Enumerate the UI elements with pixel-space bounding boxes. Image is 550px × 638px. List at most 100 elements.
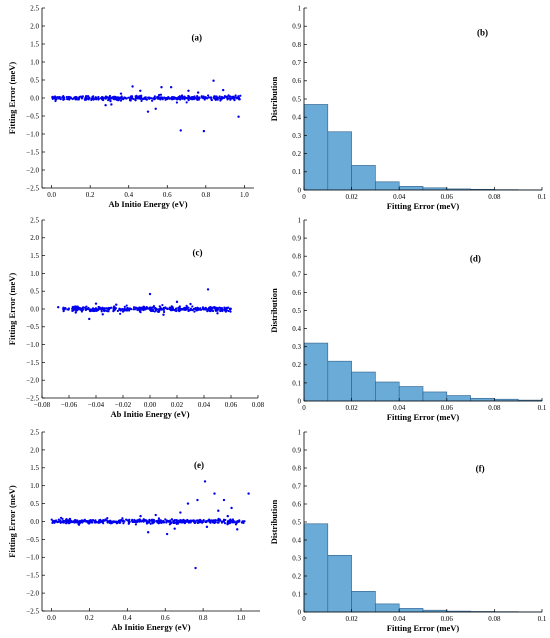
histogram-bar xyxy=(351,371,376,402)
scatter-point xyxy=(208,309,211,312)
scatter-point xyxy=(157,519,160,522)
scatter-point xyxy=(157,310,160,313)
scatter-point xyxy=(189,307,193,310)
y-tick-label: 0.4 xyxy=(292,114,301,122)
scatter-point xyxy=(151,99,154,102)
scatter-point xyxy=(89,519,93,522)
scatter-point xyxy=(144,518,147,522)
scatter-point xyxy=(139,519,142,522)
y-tick-label: 0.4 xyxy=(292,325,301,333)
scatter-point xyxy=(132,308,135,311)
x-tick-label: 0.06 xyxy=(441,404,454,412)
scatter-point xyxy=(187,521,190,524)
scatter-point xyxy=(53,521,56,524)
scatter-point xyxy=(121,517,124,520)
y-tick-label: 0.3 xyxy=(292,554,301,562)
scatter-point xyxy=(134,95,137,98)
scatter-point xyxy=(202,96,205,99)
scatter-point xyxy=(85,96,88,100)
scatter-point xyxy=(225,96,228,99)
y-tick-label: 0.0 xyxy=(30,305,39,313)
scatter-point xyxy=(242,521,245,525)
x-tick-label: 0.0 xyxy=(47,191,56,199)
panel-d: 1 0.9 0.8 0.7 0.6 0.5 0.4 0.3 0.2 0.1 00 0.02 0.04 0.… xyxy=(269,216,547,422)
scatter-point xyxy=(148,292,152,296)
scatter-point xyxy=(123,305,126,308)
x-tick-label: 0.4 xyxy=(124,191,133,199)
histogram-bar xyxy=(327,554,352,613)
scatter-point xyxy=(169,306,172,309)
y-tick-label: 0.8 xyxy=(292,41,301,49)
scatter-point xyxy=(113,306,116,309)
scatter-point xyxy=(157,517,161,520)
scatter-point xyxy=(73,306,77,310)
scatter-point xyxy=(229,307,232,310)
scatter-point xyxy=(74,97,77,100)
x-tick-label: 0.02 xyxy=(345,404,358,412)
scatter-point xyxy=(216,312,219,315)
y-tick-label: 1.0 xyxy=(30,482,39,490)
scatter-point xyxy=(187,89,190,93)
scatter-point xyxy=(62,310,65,313)
scatter-point xyxy=(152,520,156,524)
x-tick-label: 0.04 xyxy=(198,401,211,409)
scatter-point xyxy=(65,95,68,99)
scatter-point xyxy=(221,520,224,523)
scatter-point xyxy=(140,99,143,103)
scatter-point xyxy=(205,308,208,311)
scatter-point xyxy=(230,506,233,510)
y-tick-label: 0.2 xyxy=(292,361,301,369)
x-tick-label: 0.00 xyxy=(144,401,157,409)
scatter-point xyxy=(222,96,226,100)
scatter-point xyxy=(214,95,217,98)
scatter-point xyxy=(104,309,107,312)
scatter-point xyxy=(187,94,190,98)
scatter-point xyxy=(112,309,115,312)
scatter-point xyxy=(226,514,229,518)
x-tick-label: 0.08 xyxy=(488,615,501,623)
y-tick-label: 0.1 xyxy=(292,379,301,387)
scatter-point xyxy=(115,520,119,524)
x-tick-label: 0.06 xyxy=(441,615,454,623)
scatter-point xyxy=(113,98,116,101)
scatter-point xyxy=(100,307,103,310)
scatter-point xyxy=(223,306,226,309)
scatter-point xyxy=(186,502,190,505)
scatter-point xyxy=(239,94,242,97)
scatter-point xyxy=(206,310,209,313)
y-tick-label: 1.5 xyxy=(30,40,39,48)
histogram-bar xyxy=(351,165,376,191)
scatter-point xyxy=(210,98,213,102)
y-tick-label: 0.9 xyxy=(292,23,301,31)
scatter-point xyxy=(77,96,80,99)
scatter-point xyxy=(206,288,210,291)
scatter-point xyxy=(208,96,211,99)
scatter-point xyxy=(125,304,128,307)
scatter-point xyxy=(120,96,123,100)
y-tick-label: 1.5 xyxy=(30,252,39,260)
scatter-point xyxy=(129,99,132,102)
scatter-point xyxy=(131,85,134,88)
y-tick-label: 0.0 xyxy=(30,94,39,102)
y-tick-label: 0.6 xyxy=(292,500,301,508)
x-axis-title: Ab Initio Energy (eV) xyxy=(110,409,189,419)
scatter-point xyxy=(68,520,71,523)
scatter-point xyxy=(84,95,88,98)
scatter-point xyxy=(231,95,234,98)
scatter-point xyxy=(65,521,68,524)
scatter-point xyxy=(57,520,60,523)
scatter-point xyxy=(222,518,226,521)
scatter-point xyxy=(57,306,60,309)
scatter-point xyxy=(207,519,210,522)
x-tick-label: 0.1 xyxy=(538,615,547,623)
scatter-point xyxy=(165,532,169,536)
scatter-point xyxy=(228,522,231,525)
scatter-point xyxy=(238,519,241,522)
scatter-point xyxy=(74,311,77,314)
y-tick-label: 0.5 xyxy=(292,95,301,103)
scatter-point xyxy=(235,97,239,100)
scatter-point xyxy=(170,518,174,521)
scatter-point xyxy=(191,96,195,99)
scatter-point xyxy=(119,312,122,315)
scatter-point xyxy=(169,522,173,525)
